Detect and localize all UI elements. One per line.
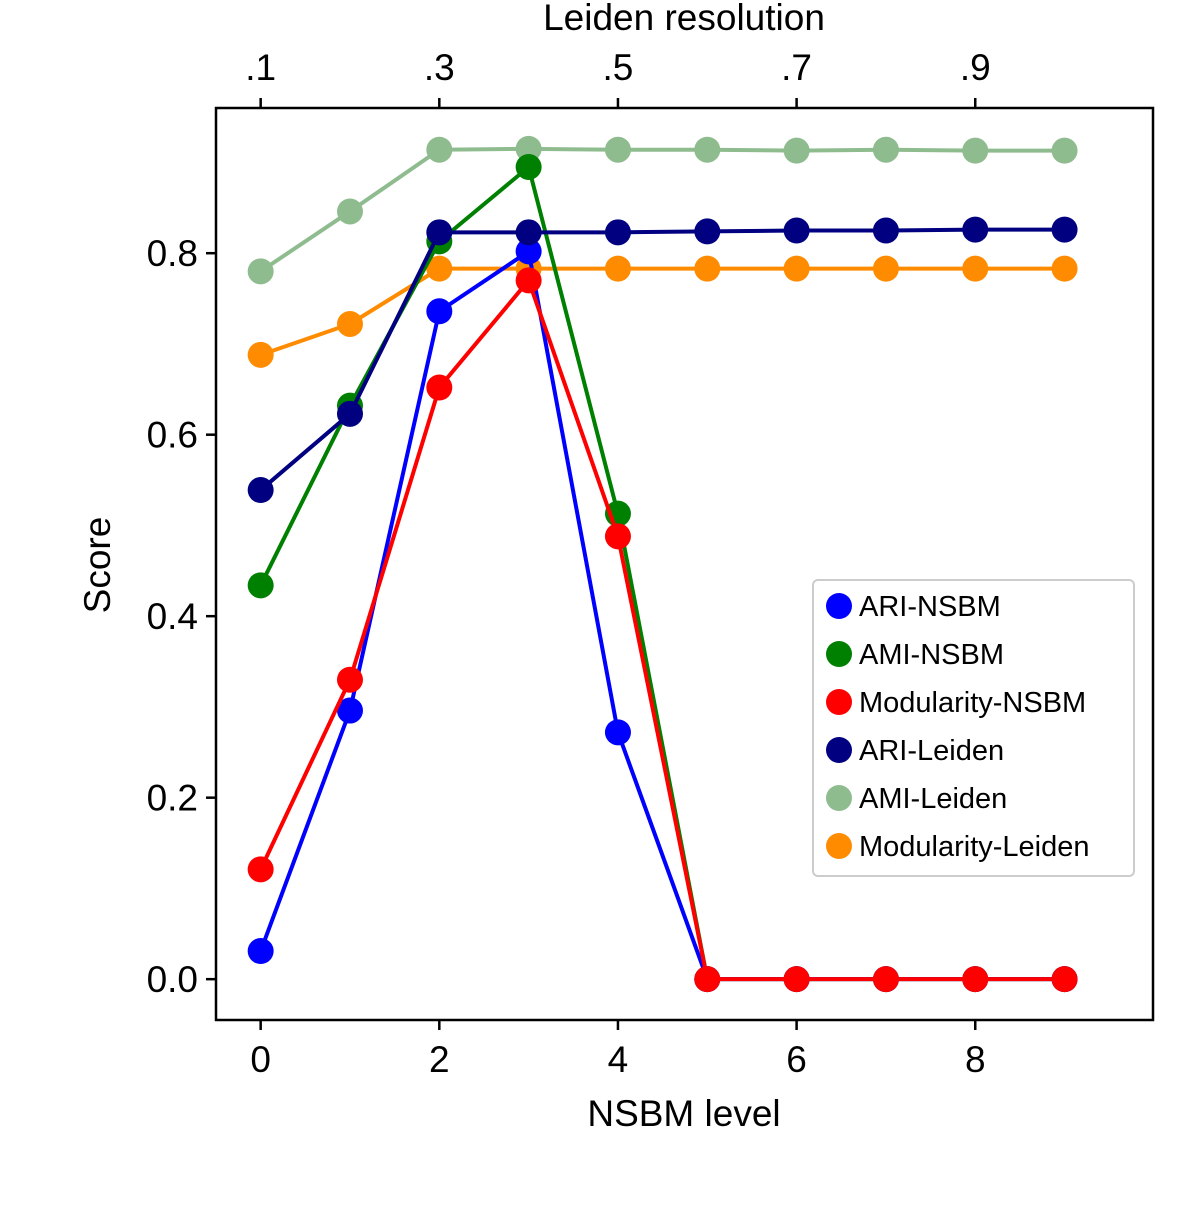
data-point-modularity-leiden (247, 341, 274, 368)
y-tick-label: 0.4 (147, 596, 198, 637)
data-point-ami-leiden (694, 136, 721, 163)
data-point-ami-nsbm (247, 572, 274, 599)
y-tick-label: 0.6 (147, 415, 198, 456)
x-tick-label: 4 (608, 1039, 629, 1080)
legend-marker-modularity-nsbm (826, 689, 852, 715)
legend-marker-ari-leiden (826, 737, 852, 763)
data-point-ari-leiden (336, 400, 363, 427)
data-point-ari-leiden (694, 218, 721, 245)
legend-label-modularity-leiden: Modularity-Leiden (859, 831, 1090, 863)
x-tick-label: 6 (786, 1039, 807, 1080)
data-point-ari-leiden (515, 219, 542, 246)
legend-marker-modularity-leiden (826, 833, 852, 859)
legend-label-ami-leiden: AMI-Leiden (859, 783, 1007, 815)
data-point-modularity-nsbm (604, 523, 631, 550)
top-tick-label: .1 (245, 47, 276, 88)
y-axis-title: Score (77, 517, 118, 614)
series-layer (247, 135, 1078, 993)
x-tick-label: 8 (965, 1039, 986, 1080)
series-ami-leiden (247, 135, 1078, 285)
data-point-modularity-leiden (604, 255, 631, 282)
data-point-ari-leiden (247, 477, 274, 504)
data-point-modularity-leiden (426, 255, 453, 282)
legend: ARI-NSBM AMI-NSBM Modularity-NSBM ARI-Leide… (812, 579, 1135, 877)
data-point-ari-nsbm (604, 719, 631, 746)
data-point-modularity-leiden (962, 255, 989, 282)
data-point-modularity-leiden (1051, 255, 1078, 282)
top-tick-label: .5 (603, 47, 634, 88)
data-point-ami-leiden (783, 137, 810, 164)
data-point-ari-leiden (1051, 216, 1078, 243)
data-point-ari-nsbm (426, 298, 453, 325)
x-tick-label: 0 (250, 1039, 271, 1080)
data-point-modularity-leiden (872, 255, 899, 282)
series-line-modularity-nsbm (258, 278, 1065, 982)
series-ari-leiden (247, 216, 1078, 504)
data-point-ari-nsbm (247, 938, 274, 965)
legend-frame (812, 579, 1135, 877)
series-line-modularity-leiden (260, 266, 1065, 357)
top-tick-label: .7 (781, 47, 812, 88)
legend-label-ari-leiden: ARI-Leiden (859, 735, 1004, 767)
series-modularity-nsbm (247, 267, 1078, 993)
legend-label-ami-nsbm: AMI-NSBM (859, 639, 1004, 671)
legend-marker-ari-nsbm (826, 593, 852, 619)
data-point-ari-leiden (962, 216, 989, 243)
data-point-ami-leiden (426, 136, 453, 163)
data-point-ami-nsbm (515, 153, 542, 180)
data-point-modularity-leiden (783, 255, 810, 282)
data-point-ami-leiden (1051, 137, 1078, 164)
data-point-ami-leiden (872, 136, 899, 163)
data-point-ari-leiden (426, 219, 453, 246)
legend-label-modularity-nsbm: Modularity-NSBM (859, 687, 1086, 719)
legend-marker-ami-leiden (826, 785, 852, 811)
top-tick-label: .9 (960, 47, 991, 88)
data-point-modularity-nsbm (336, 666, 363, 693)
series-line-ari-leiden (259, 227, 1065, 492)
y-tick-label: 0.2 (147, 778, 198, 819)
legend-label-ari-nsbm: ARI-NSBM (859, 591, 1001, 623)
data-point-ari-leiden (783, 217, 810, 244)
data-point-modularity-nsbm (515, 267, 542, 294)
top-axis-title: Leiden resolution (543, 0, 825, 38)
data-point-ari-nsbm (336, 697, 363, 724)
data-point-modularity-nsbm (872, 966, 899, 993)
top-tick-label: .3 (424, 47, 455, 88)
data-point-ari-leiden (872, 217, 899, 244)
data-point-modularity-nsbm (426, 374, 453, 401)
data-point-modularity-nsbm (783, 966, 810, 993)
data-point-modularity-nsbm (962, 966, 989, 993)
axes-layer: 0 2 4 6 8 .1 .3 .5 .7 .9 0.0 0.2 0.4 0.6 0.8 (147, 47, 991, 1080)
data-point-ari-leiden (604, 219, 631, 246)
series-modularity-leiden (247, 255, 1078, 368)
data-point-modularity-nsbm (247, 856, 274, 883)
legend-marker-ami-nsbm (826, 641, 852, 667)
series-line-ami-leiden (259, 146, 1065, 274)
data-point-modularity-leiden (336, 310, 363, 337)
data-point-modularity-leiden (694, 255, 721, 282)
data-point-modularity-nsbm (694, 966, 721, 993)
data-point-ari-nsbm (515, 238, 542, 265)
plot-frame (214, 106, 1155, 1022)
y-tick-label: 0.8 (147, 233, 198, 274)
y-tick-label: 0.0 (147, 959, 198, 1000)
data-point-ami-leiden (604, 136, 631, 163)
data-point-ami-leiden (962, 137, 989, 164)
data-point-ami-leiden (336, 198, 363, 225)
data-point-modularity-nsbm (1051, 966, 1078, 993)
data-point-ami-leiden (247, 258, 274, 285)
x-tick-label: 2 (429, 1039, 450, 1080)
x-axis-title: NSBM level (587, 1093, 780, 1134)
data-point-ami-leiden (515, 135, 542, 162)
